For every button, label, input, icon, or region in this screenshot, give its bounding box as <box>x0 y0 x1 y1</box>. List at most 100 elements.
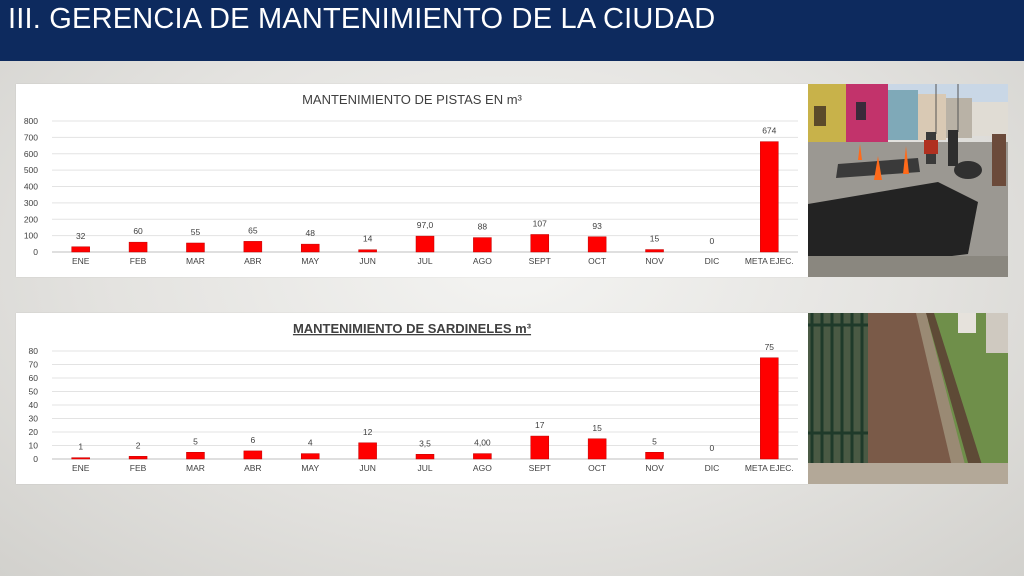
data-label: 5 <box>193 436 198 446</box>
category-label: ENE <box>72 463 90 473</box>
category-label: FEB <box>130 256 147 266</box>
bar <box>300 453 320 460</box>
bar <box>243 450 263 460</box>
data-label: 2 <box>136 440 141 450</box>
y-tick-label: 30 <box>29 414 39 424</box>
y-tick-label: 50 <box>29 387 39 397</box>
bar <box>243 241 263 253</box>
category-label: ABR <box>244 463 261 473</box>
data-label: 15 <box>592 423 602 433</box>
data-label: 65 <box>248 225 258 235</box>
data-label: 75 <box>765 342 775 352</box>
category-label: MAY <box>301 256 319 266</box>
data-label: 14 <box>363 234 373 244</box>
sardineles-bar-chart: MANTENIMIENTO DE SARDINELES m³0102030405… <box>29 321 798 473</box>
data-label: 1 <box>78 442 83 452</box>
data-label: 3,5 <box>419 438 431 448</box>
category-label: AGO <box>473 463 492 473</box>
data-label: 107 <box>533 218 547 228</box>
bar <box>186 242 205 253</box>
data-label: 55 <box>191 227 201 237</box>
bar <box>71 457 90 460</box>
y-tick-label: 700 <box>24 132 38 142</box>
y-tick-label: 500 <box>24 165 38 175</box>
data-label: 12 <box>363 427 373 437</box>
y-tick-label: 20 <box>29 427 39 437</box>
bar <box>358 442 377 460</box>
category-label: MAY <box>301 463 319 473</box>
data-label: 4 <box>308 438 313 448</box>
bar <box>128 241 148 253</box>
category-label: ENE <box>72 256 90 266</box>
bar <box>760 141 779 253</box>
category-label: MAR <box>186 256 205 266</box>
category-label: JUN <box>359 463 376 473</box>
category-label: DIC <box>705 463 720 473</box>
bar <box>530 435 550 460</box>
bar <box>71 246 90 253</box>
header-bar: III. GERENCIA DE MANTENIMIENTO DE LA CIU… <box>0 0 1024 61</box>
sardineles-chart-panel: MANTENIMIENTO DE SARDINELES m³ 0 10 20 30 40 5… <box>16 313 808 484</box>
bar <box>645 452 664 460</box>
data-label: 48 <box>305 228 315 238</box>
data-label: 6 <box>250 435 255 445</box>
y-tick-label: 400 <box>24 182 38 192</box>
category-label: AGO <box>473 256 492 266</box>
data-label: 88 <box>478 222 488 232</box>
bar <box>587 236 607 253</box>
category-label: MAR <box>186 463 205 473</box>
data-label: 60 <box>133 226 143 236</box>
category-label: JUL <box>417 463 432 473</box>
bar <box>300 243 320 253</box>
bar <box>415 235 435 253</box>
category-label: META EJEC. <box>745 463 794 473</box>
y-tick-label: 100 <box>24 231 38 241</box>
category-label: JUN <box>359 256 376 266</box>
chart-title: MANTENIMIENTO DE PISTAS EN m³ <box>302 92 522 107</box>
y-tick-label: 200 <box>24 214 38 224</box>
data-label: 674 <box>762 126 776 136</box>
data-label: 93 <box>592 221 602 231</box>
chart-title: MANTENIMIENTO DE SARDINELES m³ <box>293 321 532 336</box>
y-tick-label: 0 <box>33 454 38 464</box>
category-label: META EJEC. <box>745 256 794 266</box>
category-label: OCT <box>588 256 606 266</box>
pistas-chart-panel: MANTENIMIENTO DE PISTAS EN m³ 0 100 200 300 4… <box>16 84 808 277</box>
y-tick-label: 300 <box>24 198 38 208</box>
curb-construction-photo-icon <box>808 313 1008 484</box>
data-label: 32 <box>76 231 86 241</box>
bar <box>415 454 435 460</box>
data-label: 97,0 <box>417 220 434 230</box>
data-label: 4,00 <box>474 438 491 448</box>
y-tick-label: 600 <box>24 149 38 159</box>
y-tick-label: 0 <box>33 247 38 257</box>
category-label: JUL <box>417 256 432 266</box>
data-label: 0 <box>710 443 715 453</box>
category-label: OCT <box>588 463 606 473</box>
bar <box>760 357 779 460</box>
y-tick-label: 60 <box>29 373 39 383</box>
category-label: DIC <box>705 256 720 266</box>
category-label: FEB <box>130 463 147 473</box>
y-tick-label: 10 <box>29 441 39 451</box>
bar <box>645 249 664 253</box>
bar <box>128 456 148 460</box>
data-label: 0 <box>710 236 715 246</box>
bar <box>358 249 377 253</box>
bar <box>473 453 492 460</box>
category-label: SEPT <box>529 463 551 473</box>
category-label: NOV <box>645 463 664 473</box>
y-tick-label: 800 <box>24 116 38 126</box>
data-label: 15 <box>650 234 660 244</box>
category-label: ABR <box>244 256 261 266</box>
category-label: SEPT <box>529 256 551 266</box>
street-paving-photo-icon <box>808 84 1008 277</box>
bar <box>530 234 550 253</box>
y-tick-label: 40 <box>29 400 39 410</box>
data-label: 5 <box>652 436 657 446</box>
bar <box>473 237 492 253</box>
bar <box>587 438 607 460</box>
slide-title: III. GERENCIA DE MANTENIMIENTO DE LA CIU… <box>8 3 716 35</box>
bar <box>186 452 205 460</box>
category-label: NOV <box>645 256 664 266</box>
